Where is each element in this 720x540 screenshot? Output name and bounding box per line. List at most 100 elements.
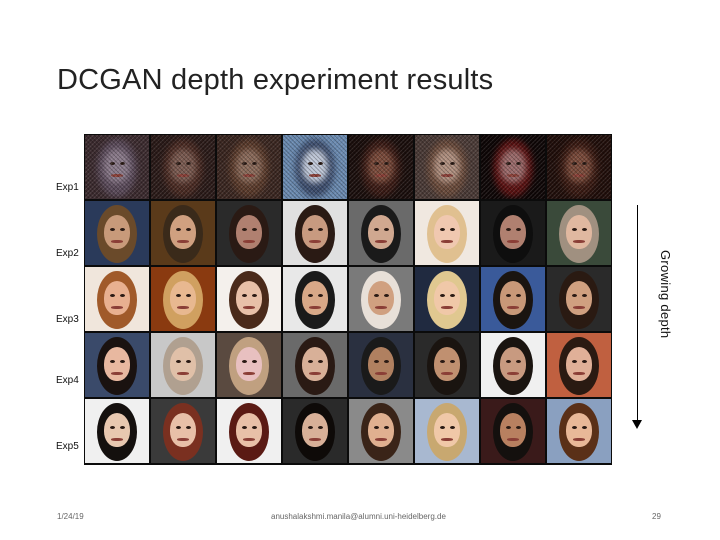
face-shape [236,347,262,381]
eye-shape [374,426,379,429]
sample-image-r3-c3 [217,267,281,331]
face-shape [104,149,130,183]
face-shape [104,347,130,381]
eye-shape [440,360,445,363]
eye-shape [440,426,445,429]
eye-shape [110,426,115,429]
image-grid [84,134,612,465]
face-shape [500,215,526,249]
depth-arrow-line [637,205,638,427]
face-shape [368,281,394,315]
face-shape [236,149,262,183]
eye-shape [450,162,455,165]
eye-shape [176,162,181,165]
mouth-shape [375,174,387,177]
face-shape [500,413,526,447]
sample-image-r3-c5 [349,267,413,331]
sample-image-r5-c6 [415,399,479,463]
eye-shape [308,162,313,165]
mouth-shape [309,438,321,441]
sample-image-r4-c3 [217,333,281,397]
eye-shape [252,426,257,429]
sample-image-r1-c4 [283,135,347,199]
eye-shape [384,228,389,231]
eye-shape [572,228,577,231]
row-label-exp2: Exp2 [56,248,79,259]
sample-image-r5-c5 [349,399,413,463]
face-shape [104,281,130,315]
mouth-shape [441,372,453,375]
eye-shape [120,360,125,363]
eye-shape [582,294,587,297]
eye-shape [516,360,521,363]
eye-shape [308,360,313,363]
eye-shape [374,162,379,165]
mouth-shape [573,438,585,441]
noise-overlay [481,135,545,199]
slide-title: DCGAN depth experiment results [57,64,494,96]
sample-image-r4-c1 [85,333,149,397]
eye-shape [252,162,257,165]
eye-shape [516,162,521,165]
mouth-shape [111,372,123,375]
footer-page-number: 29 [652,512,661,521]
mouth-shape [573,240,585,243]
noise-overlay [283,135,347,199]
mouth-shape [573,372,585,375]
face-shape [500,347,526,381]
mouth-shape [375,372,387,375]
mouth-shape [177,306,189,309]
sample-image-r4-c2 [151,333,215,397]
face-shape [566,149,592,183]
eye-shape [374,228,379,231]
sample-image-r3-c1 [85,267,149,331]
mouth-shape [507,306,519,309]
eye-shape [384,162,389,165]
mouth-shape [243,240,255,243]
eye-shape [308,294,313,297]
sample-image-r4-c5 [349,333,413,397]
face-shape [302,281,328,315]
face-shape [170,215,196,249]
sample-image-r1-c3 [217,135,281,199]
face-shape [566,413,592,447]
sample-image-r4-c4 [283,333,347,397]
sample-image-r5-c7 [481,399,545,463]
mouth-shape [243,306,255,309]
face-shape [302,149,328,183]
mouth-shape [573,174,585,177]
face-shape [566,281,592,315]
face-shape [302,347,328,381]
eye-shape [516,228,521,231]
eye-shape [374,360,379,363]
mouth-shape [441,240,453,243]
eye-shape [110,228,115,231]
mouth-shape [375,240,387,243]
mouth-shape [309,306,321,309]
mouth-shape [375,438,387,441]
sample-image-r3-c7 [481,267,545,331]
sample-image-r1-c5 [349,135,413,199]
mouth-shape [441,438,453,441]
noise-overlay [415,135,479,199]
footer-email: anushalakshmi.manila@alumni.uni-heidelbe… [271,512,446,521]
face-shape [434,215,460,249]
eye-shape [318,426,323,429]
eye-shape [506,162,511,165]
sample-image-r3-c4 [283,267,347,331]
face-shape [170,281,196,315]
sample-image-r2-c5 [349,201,413,265]
sample-image-r5-c2 [151,399,215,463]
sample-image-r4-c8 [547,333,611,397]
eye-shape [176,360,181,363]
eye-shape [318,294,323,297]
eye-shape [110,294,115,297]
eye-shape [242,162,247,165]
face-shape [368,149,394,183]
mouth-shape [507,174,519,177]
sample-image-r4-c7 [481,333,545,397]
eye-shape [110,360,115,363]
mouth-shape [177,174,189,177]
face-shape [302,215,328,249]
face-shape [236,215,262,249]
